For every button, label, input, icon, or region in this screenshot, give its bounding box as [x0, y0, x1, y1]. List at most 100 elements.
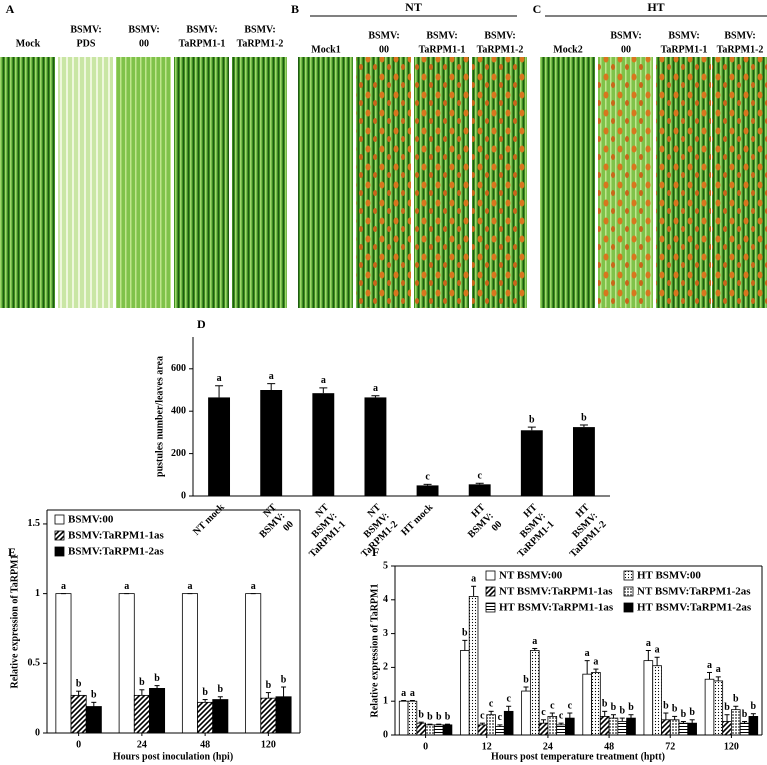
photo-label: BSMV:	[368, 30, 399, 41]
bar	[416, 722, 426, 736]
photo-label: BSMV:	[426, 30, 457, 41]
panel-label: C	[533, 2, 542, 16]
bar	[599, 716, 610, 736]
y-axis-title: pustules number/leaves area	[154, 356, 165, 477]
y-tick-label: 0	[35, 727, 40, 738]
significance-letter: c	[425, 472, 430, 483]
bar	[722, 721, 732, 736]
bar	[442, 724, 453, 736]
x-axis-title: Hours post inoculation (hpi)	[113, 751, 233, 762]
bar	[260, 697, 277, 734]
bar	[687, 722, 697, 736]
y-tick-label: 1	[383, 695, 388, 706]
leaf-photo	[116, 57, 171, 308]
bar	[433, 724, 444, 736]
significance-letter: c	[568, 700, 573, 711]
significance-letter: b	[436, 711, 442, 722]
leaf-photo	[58, 57, 113, 308]
significance-letter: a	[585, 648, 590, 659]
y-tick-label: 0	[383, 729, 388, 740]
significance-letter: b	[733, 694, 739, 705]
x-tick-label: 72	[665, 741, 675, 752]
bar	[364, 397, 387, 496]
y-tick-label: 0.5	[28, 658, 41, 669]
rust-pustules	[472, 57, 527, 308]
bar	[661, 719, 671, 736]
significance-letter: a	[655, 645, 660, 656]
legend-swatch	[54, 514, 65, 525]
significance-letter: b	[681, 709, 687, 720]
y-tick-label: 200	[171, 448, 186, 459]
x-tick-label-line: HT mock	[399, 502, 435, 538]
significance-letter: b	[418, 709, 424, 720]
bar	[731, 709, 741, 736]
photo-label: TaRPM1-2	[477, 44, 524, 55]
x-tick-label: NT mock	[191, 502, 227, 538]
bar	[398, 700, 409, 736]
significance-letter: c	[498, 712, 503, 723]
significance-letter: b	[218, 684, 224, 695]
significance-letter: c	[480, 710, 485, 721]
significance-letter: a	[61, 581, 66, 592]
bar	[608, 717, 619, 736]
photo-label: BSMV:	[70, 24, 101, 35]
legend-label: BSMV:TaRPM1-1as	[68, 530, 164, 542]
bar	[425, 724, 435, 736]
photo-label: Mock1	[311, 44, 340, 55]
rust-pustules	[356, 57, 411, 308]
rust-pustules	[414, 57, 469, 308]
photo-label: BSMV:	[610, 30, 641, 41]
y-tick-label: 4	[383, 594, 388, 605]
y-tick-label: 1.5	[28, 518, 41, 529]
bar	[477, 724, 488, 736]
x-tick-label: 0	[76, 739, 81, 750]
significance-letter: b	[581, 412, 587, 423]
x-tick-label-line: NT mock	[191, 502, 227, 538]
significance-letter: a	[707, 660, 712, 671]
bar	[260, 390, 283, 496]
legend-label: HT BSMV:TaRPM1-2as	[637, 602, 752, 614]
legend-swatch	[623, 570, 634, 581]
legend-label: NT BSMV:TaRPM1-2as	[637, 586, 751, 598]
significance-letter: a	[646, 638, 651, 649]
panel-label: F	[372, 545, 379, 559]
rust-pustules	[598, 57, 653, 308]
significance-letter: b	[689, 707, 695, 718]
x-tick-label: HT mock	[399, 502, 435, 538]
x-tick-label: 24	[543, 741, 553, 752]
significance-letter: a	[373, 383, 378, 394]
group-label: HT	[647, 0, 664, 14]
significance-letter: b	[462, 628, 468, 639]
panel-label: B	[291, 2, 299, 16]
bar	[617, 721, 628, 736]
panel-label: D	[197, 317, 206, 331]
significance-letter: a	[716, 664, 721, 675]
significance-letter: a	[217, 373, 222, 384]
rust-pustules	[712, 57, 767, 308]
bar	[149, 688, 166, 734]
legend-swatch	[623, 602, 634, 613]
significance-letter: a	[321, 375, 326, 386]
significance-letter: b	[445, 711, 451, 722]
legend-label: NT BSMV:TaRPM1-1as	[499, 586, 613, 598]
significance-letter: c	[477, 471, 482, 482]
leaf-photo	[232, 57, 287, 308]
significance-letter: b	[427, 711, 433, 722]
significance-letter: a	[187, 581, 192, 592]
bar	[520, 430, 543, 496]
leaf-photo	[174, 57, 229, 308]
significance-letter: b	[523, 674, 529, 685]
bar	[503, 710, 514, 736]
legend-swatch	[54, 546, 65, 557]
bar	[626, 717, 636, 736]
y-tick-label: 0	[181, 490, 186, 501]
x-tick-label: 120	[261, 739, 276, 750]
bar	[748, 716, 759, 736]
significance-letter: b	[266, 680, 272, 691]
bar	[212, 699, 229, 734]
legend-swatch	[485, 586, 496, 597]
legend-label: BSMV:TaRPM1-2as	[68, 546, 164, 558]
